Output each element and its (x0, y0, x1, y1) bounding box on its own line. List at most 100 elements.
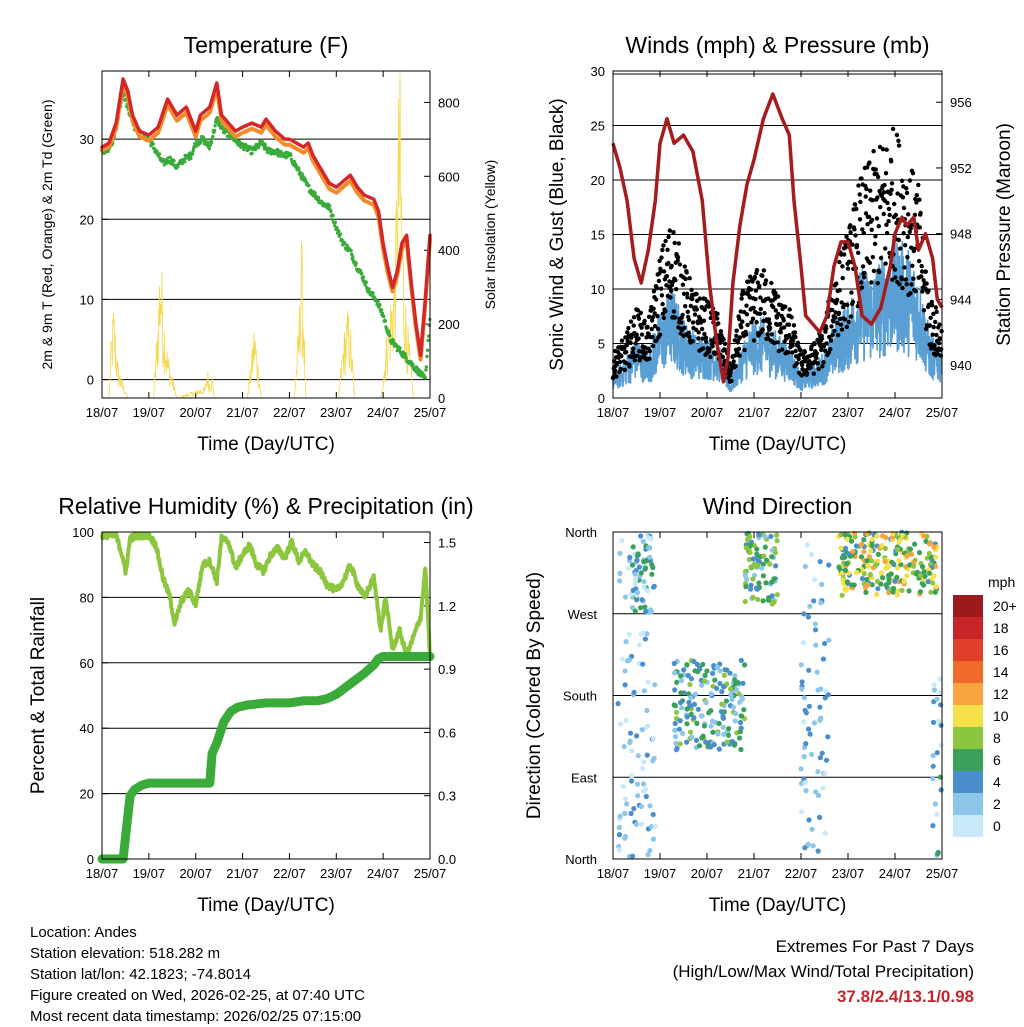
y-tick-label: North (565, 852, 597, 867)
legend-label: 2 (993, 796, 1001, 812)
gust-point (722, 341, 728, 346)
direction-point (645, 723, 651, 729)
gust-point (753, 288, 759, 293)
gust-point (920, 289, 925, 294)
direction-point (820, 656, 827, 662)
direction-point (904, 553, 910, 559)
direction-point (839, 592, 845, 598)
dewpoint-point (316, 195, 321, 200)
gust-point (737, 316, 742, 322)
y2-tick-label: 952 (950, 161, 972, 176)
direction-point (708, 744, 714, 750)
direction-point (844, 561, 850, 567)
direction-point (644, 752, 650, 758)
y-tick-label: 0 (87, 852, 94, 867)
y2-tick-label: 944 (950, 292, 972, 307)
direction-point (917, 589, 924, 595)
direction-point (725, 732, 732, 738)
x-tick-label: 22/07 (273, 405, 306, 420)
direction-point (641, 781, 647, 787)
gust-point (773, 290, 778, 296)
precip-series (97, 652, 435, 864)
temperature-xlabel: Time (Day/UTC) (197, 434, 335, 455)
direction-point (760, 573, 767, 579)
gust-point (771, 304, 776, 310)
direction-point (844, 585, 850, 592)
gust-point (702, 331, 707, 337)
gust-point (683, 304, 688, 309)
gust-point (628, 340, 633, 346)
gust-point (766, 317, 772, 322)
direction-point (681, 667, 687, 673)
gust-point (701, 346, 706, 351)
gust-point (748, 274, 753, 279)
gust-point (842, 252, 847, 257)
direction-point (643, 608, 649, 615)
direction-point (755, 558, 761, 564)
gust-point (933, 305, 939, 310)
gust-point (680, 282, 686, 287)
y2-tick-label: 0.0 (438, 852, 456, 867)
direction-point (774, 592, 781, 598)
gust-point (910, 263, 915, 268)
direction-point (635, 753, 641, 759)
legend-swatch (953, 639, 983, 661)
dewpoint-point (330, 217, 335, 222)
gust-point (688, 303, 693, 309)
gust-point (860, 227, 865, 232)
direction-point (629, 773, 635, 779)
gust-point (673, 277, 678, 283)
direction-point (652, 682, 658, 688)
gust-point (754, 320, 759, 325)
dewpoint-point (361, 275, 366, 279)
gust-point (694, 291, 699, 297)
gust-point (618, 366, 624, 372)
direction-point (679, 730, 686, 737)
x-tick-label: 18/07 (86, 405, 119, 420)
gust-point (869, 227, 874, 232)
direction-point (641, 788, 647, 794)
x-tick-label: 19/07 (644, 405, 677, 420)
gust-point (865, 222, 870, 227)
x-tick-label: 21/07 (738, 866, 771, 881)
direction-point (630, 587, 636, 594)
gust-point (660, 301, 665, 307)
direction-point (617, 578, 623, 584)
y-tick-label: East (571, 770, 597, 785)
direction-point (708, 691, 714, 697)
extremes-box: Extremes For Past 7 Days (High/Low/Max W… (673, 934, 974, 1009)
gust-point (875, 281, 880, 286)
direction-point (928, 554, 935, 560)
y2-tick-label: 400 (438, 243, 460, 258)
gust-point (838, 322, 844, 327)
gust-point (924, 326, 929, 332)
gust-point (671, 309, 677, 314)
gust-point (677, 262, 683, 267)
dewpoint-point (343, 242, 347, 246)
direction-point (721, 684, 727, 690)
direction-point (677, 700, 684, 706)
direction-point (623, 639, 629, 645)
direction-point (838, 545, 844, 551)
direction-point (701, 723, 708, 729)
direction-point (823, 757, 830, 763)
direction-point (868, 548, 874, 554)
y2-tick-label: 940 (950, 358, 972, 373)
gust-point (869, 280, 874, 285)
gust-point (819, 347, 824, 353)
direction-point (933, 584, 939, 590)
gust-point (687, 276, 692, 281)
gust-point (842, 317, 848, 322)
x-tick-label: 18/07 (597, 405, 630, 420)
direction-point (750, 594, 756, 601)
direction-point (650, 836, 657, 842)
gust-point (858, 199, 863, 205)
gust-point (908, 226, 913, 231)
direction-point (931, 687, 938, 693)
gust-point (753, 297, 758, 302)
direction-point (799, 686, 805, 692)
dewpoint-point (329, 209, 333, 214)
legend-swatch (953, 705, 983, 727)
dewpoint-point (380, 311, 385, 316)
direction-point (774, 538, 780, 544)
